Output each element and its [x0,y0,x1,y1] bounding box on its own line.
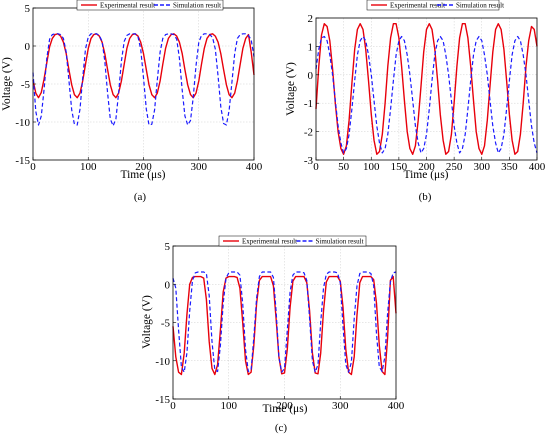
experimental-series-line [172,275,397,376]
x-tick-label: 400 [529,161,546,173]
x-tick-label: 200 [418,161,435,173]
panel-caption: (c) [275,422,288,434]
panel-caption: (b) [419,191,432,203]
x-tick-label: 250 [446,161,463,173]
x-tick-label: 300 [191,161,208,173]
panel-a: 0 100 200 300 400 -15 -10 -5 0 5 Time (μs) Voltage … [1,0,263,203]
y-tick-label: -3 [304,155,314,167]
panel-b: 0 50 100 150 200 250 300 350 400 -3 -2 -1 0 1 2 Time (μ… [285,0,546,203]
x-tick-label: 100 [221,400,238,412]
y-tick-label: 1 [308,41,314,53]
x-tick-label: 0 [30,161,36,173]
y-tick-label: -2 [304,127,313,139]
x-axis-label: Time (μs) [120,169,165,181]
legend-box [76,0,224,11]
y-tick-label: 5 [165,241,171,253]
legend-label: Simulation result [456,2,504,10]
legend-box [218,235,367,247]
y-tick-label: -15 [15,155,30,167]
y-tick-label: -10 [155,356,170,368]
x-axis-label: Time (μs) [403,169,448,181]
x-tick-label: 350 [501,161,518,173]
legend-label: Experimental result [100,2,155,10]
legend-box [366,0,500,11]
y-tick-label: -10 [15,117,30,129]
simulation-series-line [315,35,538,154]
y-tick-label: 0 [25,41,31,53]
experimental-series-line [32,33,255,99]
y-tick-label: -5 [21,79,31,91]
x-tick-label: 100 [363,161,380,173]
y-tick-label: 2 [308,13,314,25]
x-tick-label: 400 [388,400,405,412]
y-axis-label: Voltage (V) [1,57,13,111]
y-tick-label: 5 [25,3,31,15]
x-tick-label: 200 [135,161,152,173]
legend-label: Experimental result [390,2,445,10]
y-tick-label: 0 [165,279,171,291]
y-axis-label: Voltage (V) [141,295,153,349]
x-tick-label: 0 [170,400,176,412]
x-tick-label: 400 [246,161,263,173]
y-axis-label: Voltage (V) [285,62,297,116]
x-tick-label: 300 [474,161,491,173]
legend-label: Simulation result [316,238,364,246]
panel-caption: (a) [134,191,147,203]
simulation-series-line [32,33,255,127]
experimental-series-line [315,23,538,155]
legend-label: Simulation result [173,2,221,10]
x-tick-label: 0 [313,161,319,173]
panel-c: 0 100 200 300 400 -15 -10 -5 0 5 Time (μs) Voltage … [141,235,405,434]
y-tick-label: 0 [308,70,314,82]
legend-label: Experimental result [242,238,297,246]
x-tick-label: 150 [391,161,408,173]
x-tick-label: 200 [276,400,293,412]
y-tick-label: -15 [155,394,170,406]
x-tick-label: 300 [332,400,349,412]
y-tick-label: -1 [304,98,313,110]
x-tick-label: 50 [338,161,350,173]
y-tick-label: -5 [161,318,171,330]
x-axis-label: Time (μs) [262,403,307,415]
x-tick-label: 100 [80,161,97,173]
